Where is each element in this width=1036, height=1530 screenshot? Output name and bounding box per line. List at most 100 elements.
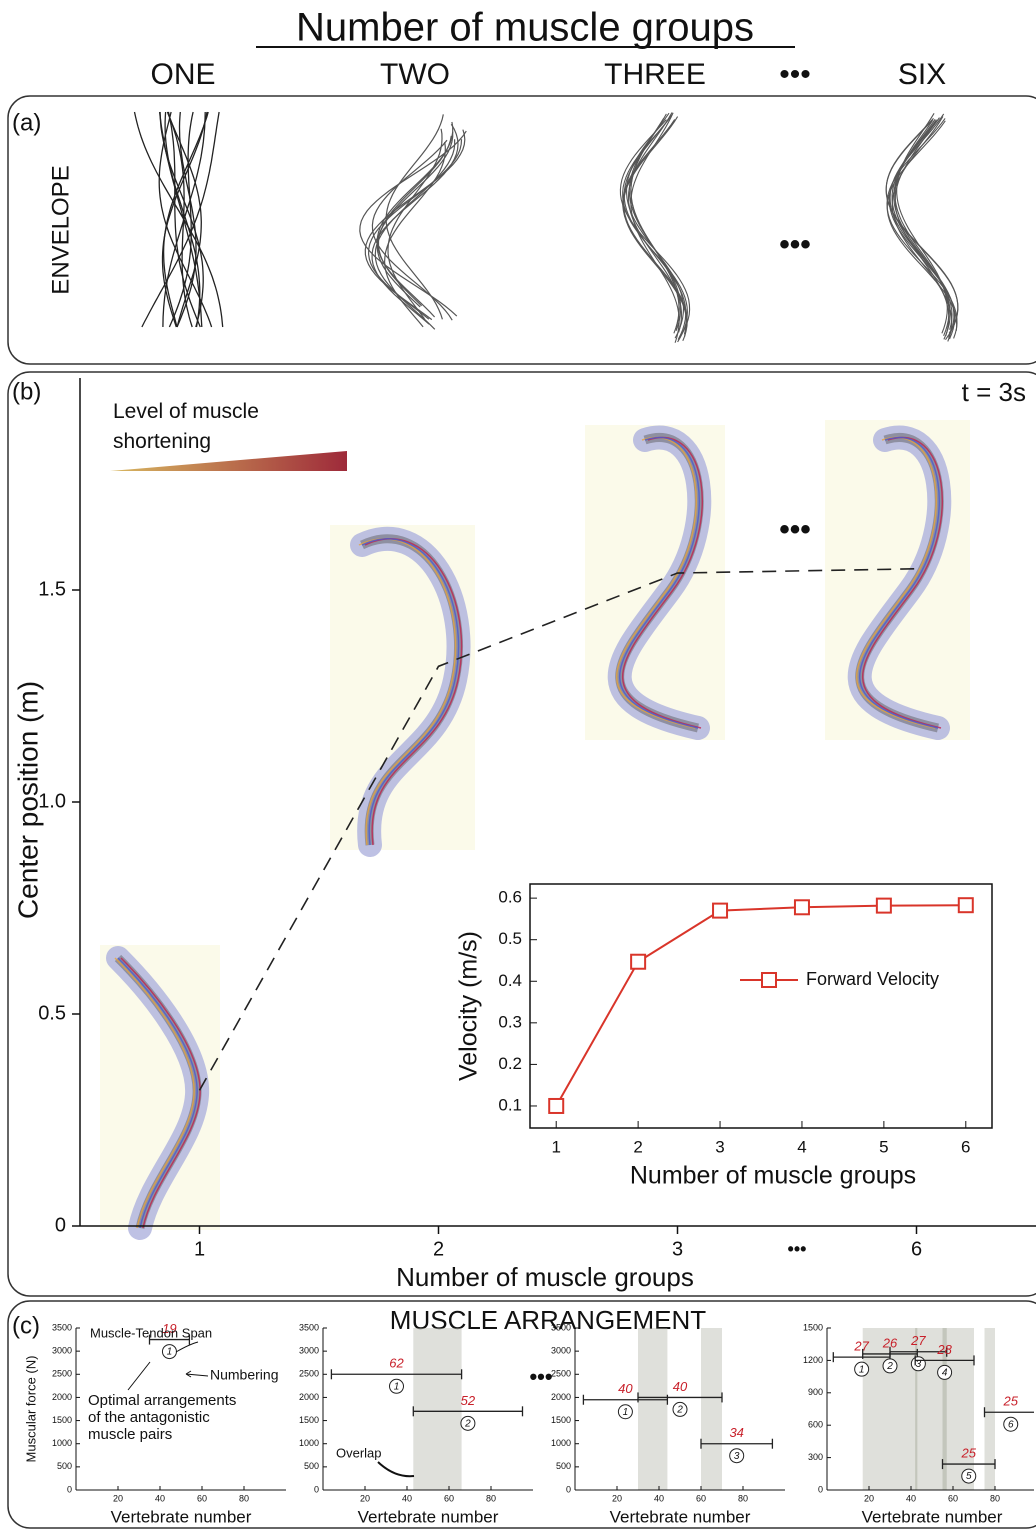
y-tick-label: 2000 xyxy=(299,1392,319,1402)
x-tick-label: 80 xyxy=(239,1493,249,1503)
ellipsis: ••• xyxy=(779,513,811,546)
snake-muscle xyxy=(114,957,195,1229)
snake-backdrop xyxy=(825,420,970,740)
y-tick-label: 1000 xyxy=(52,1438,72,1448)
column-header: SIX xyxy=(898,58,946,91)
legend-marker xyxy=(761,972,777,988)
envelope-curve xyxy=(630,112,680,343)
title: Number of muscle groups xyxy=(296,6,754,50)
number-circle xyxy=(961,1468,977,1484)
span-number: 4 xyxy=(942,1368,948,1379)
number-circle xyxy=(460,1415,476,1431)
envelope-curve xyxy=(364,129,466,321)
x-tick-label: 60 xyxy=(696,1493,706,1503)
envelope-curve xyxy=(359,130,467,317)
span-length: 40 xyxy=(673,1379,688,1394)
snake-muscle xyxy=(358,538,457,846)
span-length: 28 xyxy=(936,1342,952,1357)
y-tick-label: 0 xyxy=(566,1484,571,1494)
overlap-region xyxy=(984,1328,995,1490)
snake-muscle xyxy=(615,436,697,729)
envelope-curve xyxy=(385,114,444,320)
span-number: 3 xyxy=(734,1451,740,1462)
overlap-region xyxy=(638,1328,668,1490)
y-tick-label: 500 xyxy=(556,1461,571,1471)
y-tick-label: 3500 xyxy=(299,1322,319,1332)
y-tick-label: 0.3 xyxy=(498,1012,522,1031)
y-tick-label: 900 xyxy=(808,1387,823,1397)
x-axis-label: Vertebrate number xyxy=(862,1507,1003,1526)
y-tick-label: 0 xyxy=(55,1214,66,1236)
x-axis-label: Number of muscle groups xyxy=(396,1262,694,1292)
velocity-marker xyxy=(630,953,647,970)
snake-muscle xyxy=(618,436,700,729)
y-tick-label: 2000 xyxy=(551,1392,571,1402)
y-tick-label: 2500 xyxy=(551,1369,571,1379)
envelope-curve xyxy=(159,111,204,328)
panel-label: (b) xyxy=(12,378,41,405)
envelope-curve xyxy=(627,112,683,333)
span-number: 1 xyxy=(167,1347,173,1358)
x-tick-label: 3 xyxy=(672,1238,683,1260)
envelope-curve xyxy=(622,116,688,343)
span-number: 1 xyxy=(623,1407,629,1418)
span-length: 62 xyxy=(389,1356,404,1371)
row-label: ENVELOPE xyxy=(47,165,74,294)
envelope-curve xyxy=(383,141,446,328)
envelope-curve xyxy=(161,111,208,328)
x-tick-label: 20 xyxy=(360,1493,370,1503)
axis-ellipsis: ••• xyxy=(788,1239,807,1259)
y-tick-label: 1200 xyxy=(803,1355,823,1365)
envelope-curve xyxy=(885,117,959,334)
x-tick-label: 40 xyxy=(402,1493,412,1503)
span-length: 52 xyxy=(461,1393,476,1408)
y-tick-label: 3000 xyxy=(52,1346,72,1356)
y-axis-label: Velocity (m/s) xyxy=(455,931,483,1081)
y-tick-label: 1500 xyxy=(803,1322,823,1332)
shortening-gradient xyxy=(110,451,347,471)
velocity-marker xyxy=(957,897,974,914)
annotation-arrow xyxy=(377,1461,415,1478)
overlap-region xyxy=(915,1328,918,1490)
overlap-region xyxy=(915,1328,947,1490)
ellipsis: ••• xyxy=(779,228,811,261)
span-number: 3 xyxy=(916,1359,922,1370)
y-axis-label: Center position (m) xyxy=(12,681,43,919)
x-tick-label: 40 xyxy=(155,1493,165,1503)
y-tick-label: 1000 xyxy=(551,1438,571,1448)
y-tick-label: 3000 xyxy=(299,1346,319,1356)
overlap-region xyxy=(890,1328,918,1490)
span-number: 5 xyxy=(966,1471,972,1482)
y-tick-label: 1.0 xyxy=(38,790,66,812)
inset-frame xyxy=(529,883,993,1129)
annotation-arrow xyxy=(175,1341,199,1353)
panel-a-box xyxy=(7,95,1036,365)
y-tick-label: 3500 xyxy=(551,1322,571,1332)
y-tick-label: 0 xyxy=(818,1484,823,1494)
legend-label: Level of muscle shortening xyxy=(113,400,259,453)
x-tick-label: 4 xyxy=(797,1137,806,1156)
envelope-curve xyxy=(886,118,958,339)
span-number: 6 xyxy=(1008,1419,1014,1430)
x-tick-label: 60 xyxy=(948,1493,958,1503)
overlap-region xyxy=(942,1328,947,1490)
x-axis-label: Vertebrate number xyxy=(610,1507,751,1526)
y-tick-label: 0 xyxy=(314,1484,319,1494)
y-tick-label: 0.2 xyxy=(498,1054,522,1073)
annotation-arrow xyxy=(185,1370,209,1378)
span-length: 19 xyxy=(162,1321,176,1336)
span-length: 27 xyxy=(853,1339,869,1354)
y-tick-label: 2000 xyxy=(52,1392,72,1402)
panel-b-box xyxy=(7,371,1036,1297)
snake-muscle xyxy=(855,436,937,729)
velocity-line xyxy=(555,904,966,1107)
x-tick-label: 6 xyxy=(961,1137,970,1156)
envelope-curve xyxy=(371,139,453,321)
x-tick-label: 6 xyxy=(911,1238,922,1260)
envelope-curve xyxy=(896,113,948,334)
envelope-curve xyxy=(367,139,463,320)
envelope-curve xyxy=(622,120,688,342)
x-tick-label: 20 xyxy=(113,1493,123,1503)
envelope-curve xyxy=(626,112,685,339)
